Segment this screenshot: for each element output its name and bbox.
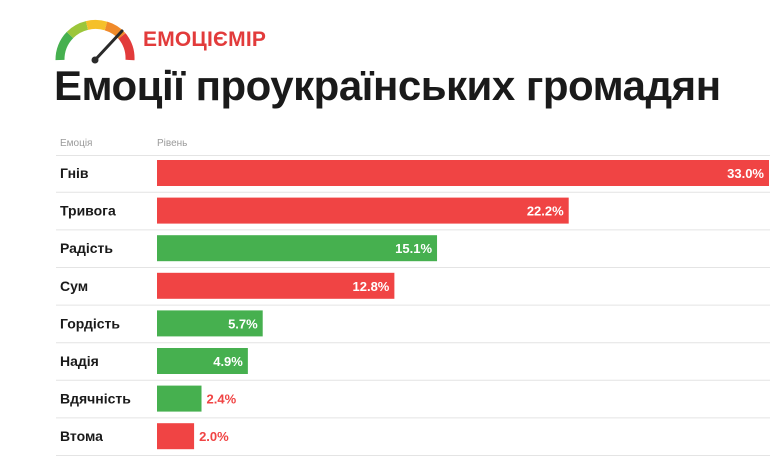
category-label: Тривога xyxy=(60,203,116,219)
category-label: Гордість xyxy=(60,315,120,331)
category-label: Надія xyxy=(60,353,99,369)
data-label: 5.7% xyxy=(228,316,258,331)
data-label: 2.0% xyxy=(199,429,229,444)
data-label: 12.8% xyxy=(353,279,390,294)
bar xyxy=(157,423,195,450)
brand-name: ЕМОЦІЄМІР xyxy=(143,28,267,51)
bar xyxy=(157,310,263,337)
data-label: 2.4% xyxy=(207,392,237,407)
category-label: Радість xyxy=(60,240,113,256)
bar xyxy=(157,160,769,186)
data-label: 33.0% xyxy=(727,166,764,181)
page-title: Емоції проукраїнських громадян xyxy=(54,62,721,109)
gauge-icon xyxy=(55,19,135,64)
bar xyxy=(157,348,248,374)
bar xyxy=(157,272,395,299)
category-label: Сум xyxy=(60,278,88,294)
data-label: 22.2% xyxy=(527,204,564,219)
column-header-level: Рівень xyxy=(157,138,188,149)
data-label: 15.1% xyxy=(395,241,432,256)
category-label: Вдячність xyxy=(60,391,131,407)
bar xyxy=(157,235,438,262)
bar xyxy=(157,385,202,412)
category-label: Гнів xyxy=(60,165,89,181)
data-label: 4.9% xyxy=(213,354,243,369)
bar xyxy=(157,197,569,224)
category-label: Втома xyxy=(60,428,103,444)
column-header-emotion: Емоція xyxy=(60,138,93,149)
